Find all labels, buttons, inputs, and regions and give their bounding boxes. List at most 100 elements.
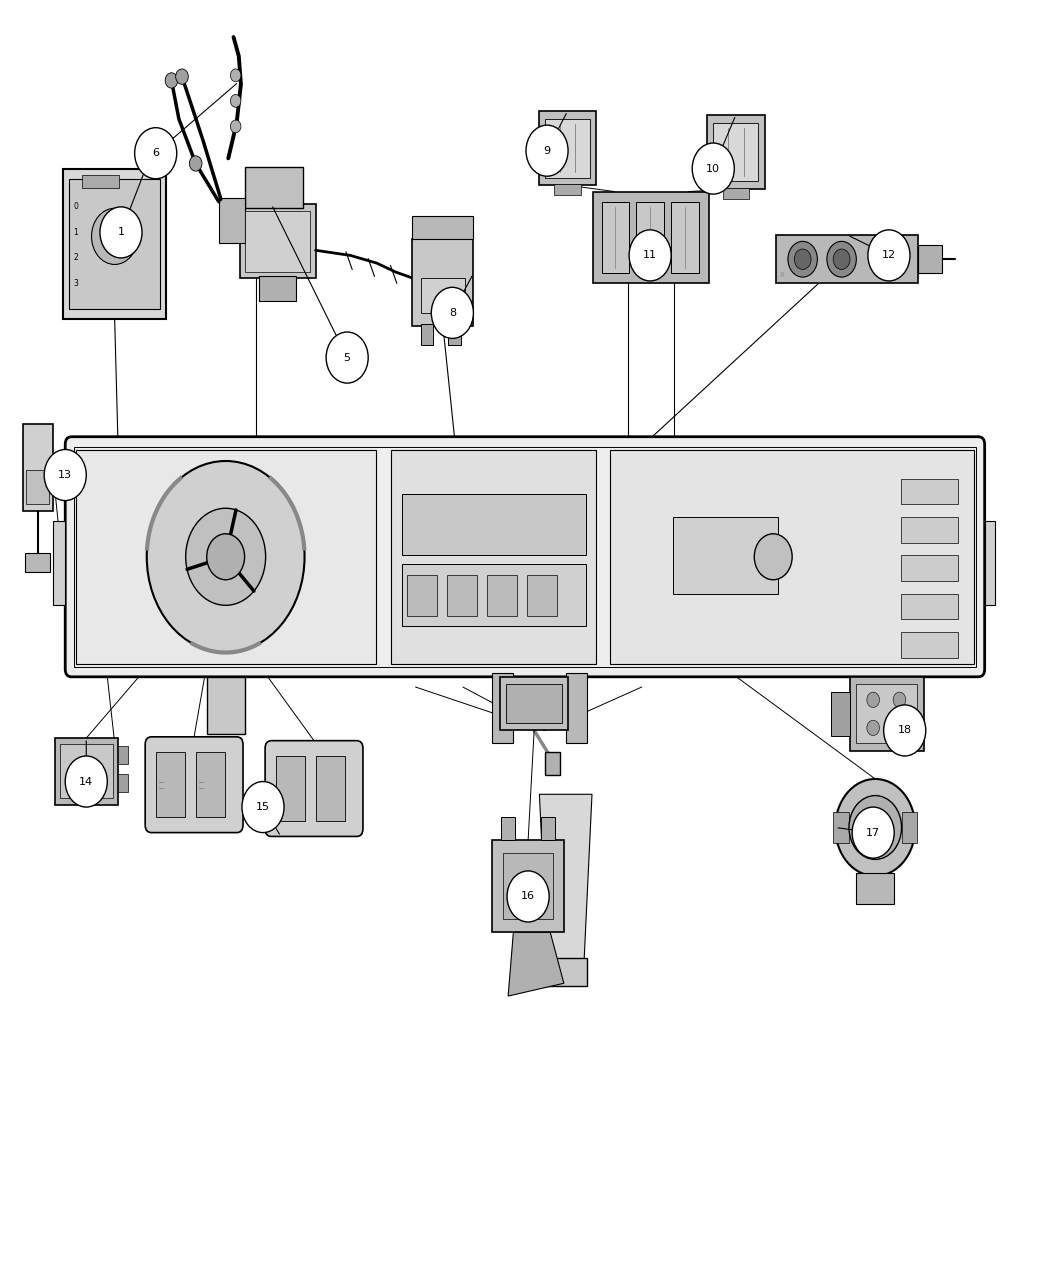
Bar: [713, 123, 758, 181]
Bar: [118, 746, 128, 764]
Bar: [856, 873, 894, 904]
Bar: [776, 235, 918, 283]
Circle shape: [788, 241, 817, 277]
Bar: [492, 840, 564, 932]
Bar: [902, 812, 917, 843]
Bar: [196, 752, 225, 817]
Bar: [539, 111, 596, 185]
Circle shape: [165, 73, 178, 88]
Bar: [76, 450, 376, 664]
Bar: [402, 494, 586, 555]
Bar: [63, 169, 166, 319]
Bar: [850, 677, 924, 751]
Circle shape: [863, 812, 888, 843]
Bar: [901, 594, 958, 619]
Circle shape: [794, 249, 811, 269]
Circle shape: [326, 332, 368, 383]
Bar: [25, 553, 50, 572]
Bar: [206, 677, 244, 734]
Circle shape: [92, 208, 138, 264]
Circle shape: [176, 69, 188, 84]
FancyBboxPatch shape: [65, 437, 985, 677]
Bar: [545, 119, 590, 178]
Bar: [53, 521, 65, 605]
Circle shape: [135, 128, 177, 179]
Bar: [918, 245, 942, 273]
Text: 8: 8: [449, 308, 456, 318]
Bar: [421, 278, 465, 313]
Bar: [985, 521, 995, 605]
Circle shape: [189, 156, 202, 171]
Bar: [527, 575, 557, 616]
Circle shape: [893, 692, 906, 707]
Polygon shape: [508, 932, 564, 996]
Bar: [901, 555, 958, 581]
Bar: [554, 184, 581, 195]
Text: 3: 3: [74, 278, 79, 289]
Bar: [901, 632, 958, 658]
Bar: [447, 575, 477, 616]
Text: 5: 5: [344, 352, 350, 363]
Circle shape: [629, 230, 671, 281]
Polygon shape: [412, 216, 473, 239]
Circle shape: [146, 461, 305, 653]
Bar: [487, 575, 517, 616]
Circle shape: [230, 120, 241, 133]
Bar: [407, 575, 437, 616]
Circle shape: [230, 69, 241, 82]
Circle shape: [849, 796, 902, 859]
Bar: [901, 517, 958, 543]
Bar: [602, 202, 629, 273]
FancyBboxPatch shape: [145, 737, 243, 833]
Text: 16: 16: [521, 891, 535, 902]
Bar: [707, 115, 765, 189]
Bar: [545, 752, 561, 775]
Bar: [245, 211, 310, 272]
Bar: [26, 470, 49, 504]
Text: 17: 17: [866, 827, 881, 838]
Bar: [245, 167, 303, 208]
Bar: [593, 192, 709, 283]
Circle shape: [893, 720, 906, 736]
Bar: [391, 450, 596, 664]
Text: X: X: [780, 272, 785, 278]
Circle shape: [868, 230, 910, 281]
Bar: [118, 774, 128, 792]
Bar: [500, 677, 568, 730]
Bar: [448, 324, 461, 345]
Circle shape: [884, 705, 926, 756]
Bar: [503, 853, 553, 919]
Bar: [833, 812, 849, 843]
Bar: [259, 276, 296, 301]
Circle shape: [230, 94, 241, 107]
Circle shape: [100, 207, 142, 258]
Text: 15: 15: [256, 802, 270, 812]
Circle shape: [827, 241, 856, 277]
Bar: [545, 958, 587, 986]
Bar: [566, 673, 587, 743]
Bar: [541, 817, 555, 840]
Circle shape: [242, 782, 284, 833]
Bar: [610, 450, 974, 664]
Text: 10: 10: [706, 163, 721, 174]
Bar: [723, 188, 749, 199]
Bar: [156, 752, 185, 817]
Bar: [901, 479, 958, 504]
Circle shape: [185, 508, 265, 605]
Circle shape: [431, 287, 473, 338]
Text: 0: 0: [74, 202, 79, 212]
Circle shape: [852, 807, 894, 858]
Polygon shape: [540, 794, 592, 960]
Circle shape: [526, 125, 568, 176]
Text: 2: 2: [74, 253, 79, 263]
Bar: [636, 202, 664, 273]
Circle shape: [867, 720, 879, 736]
Text: ━━
━━: ━━ ━━: [158, 779, 164, 790]
Text: 14: 14: [79, 776, 94, 787]
Text: 1: 1: [118, 227, 124, 238]
FancyBboxPatch shape: [265, 741, 363, 836]
Bar: [492, 673, 513, 743]
Circle shape: [692, 143, 734, 194]
Circle shape: [65, 756, 107, 807]
Bar: [82, 175, 119, 188]
